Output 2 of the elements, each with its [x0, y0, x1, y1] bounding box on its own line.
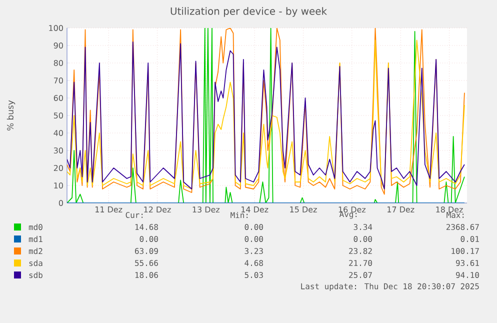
chart-title: Utilization per device - by week	[170, 7, 328, 17]
y-axis-title: % busy	[6, 100, 16, 130]
